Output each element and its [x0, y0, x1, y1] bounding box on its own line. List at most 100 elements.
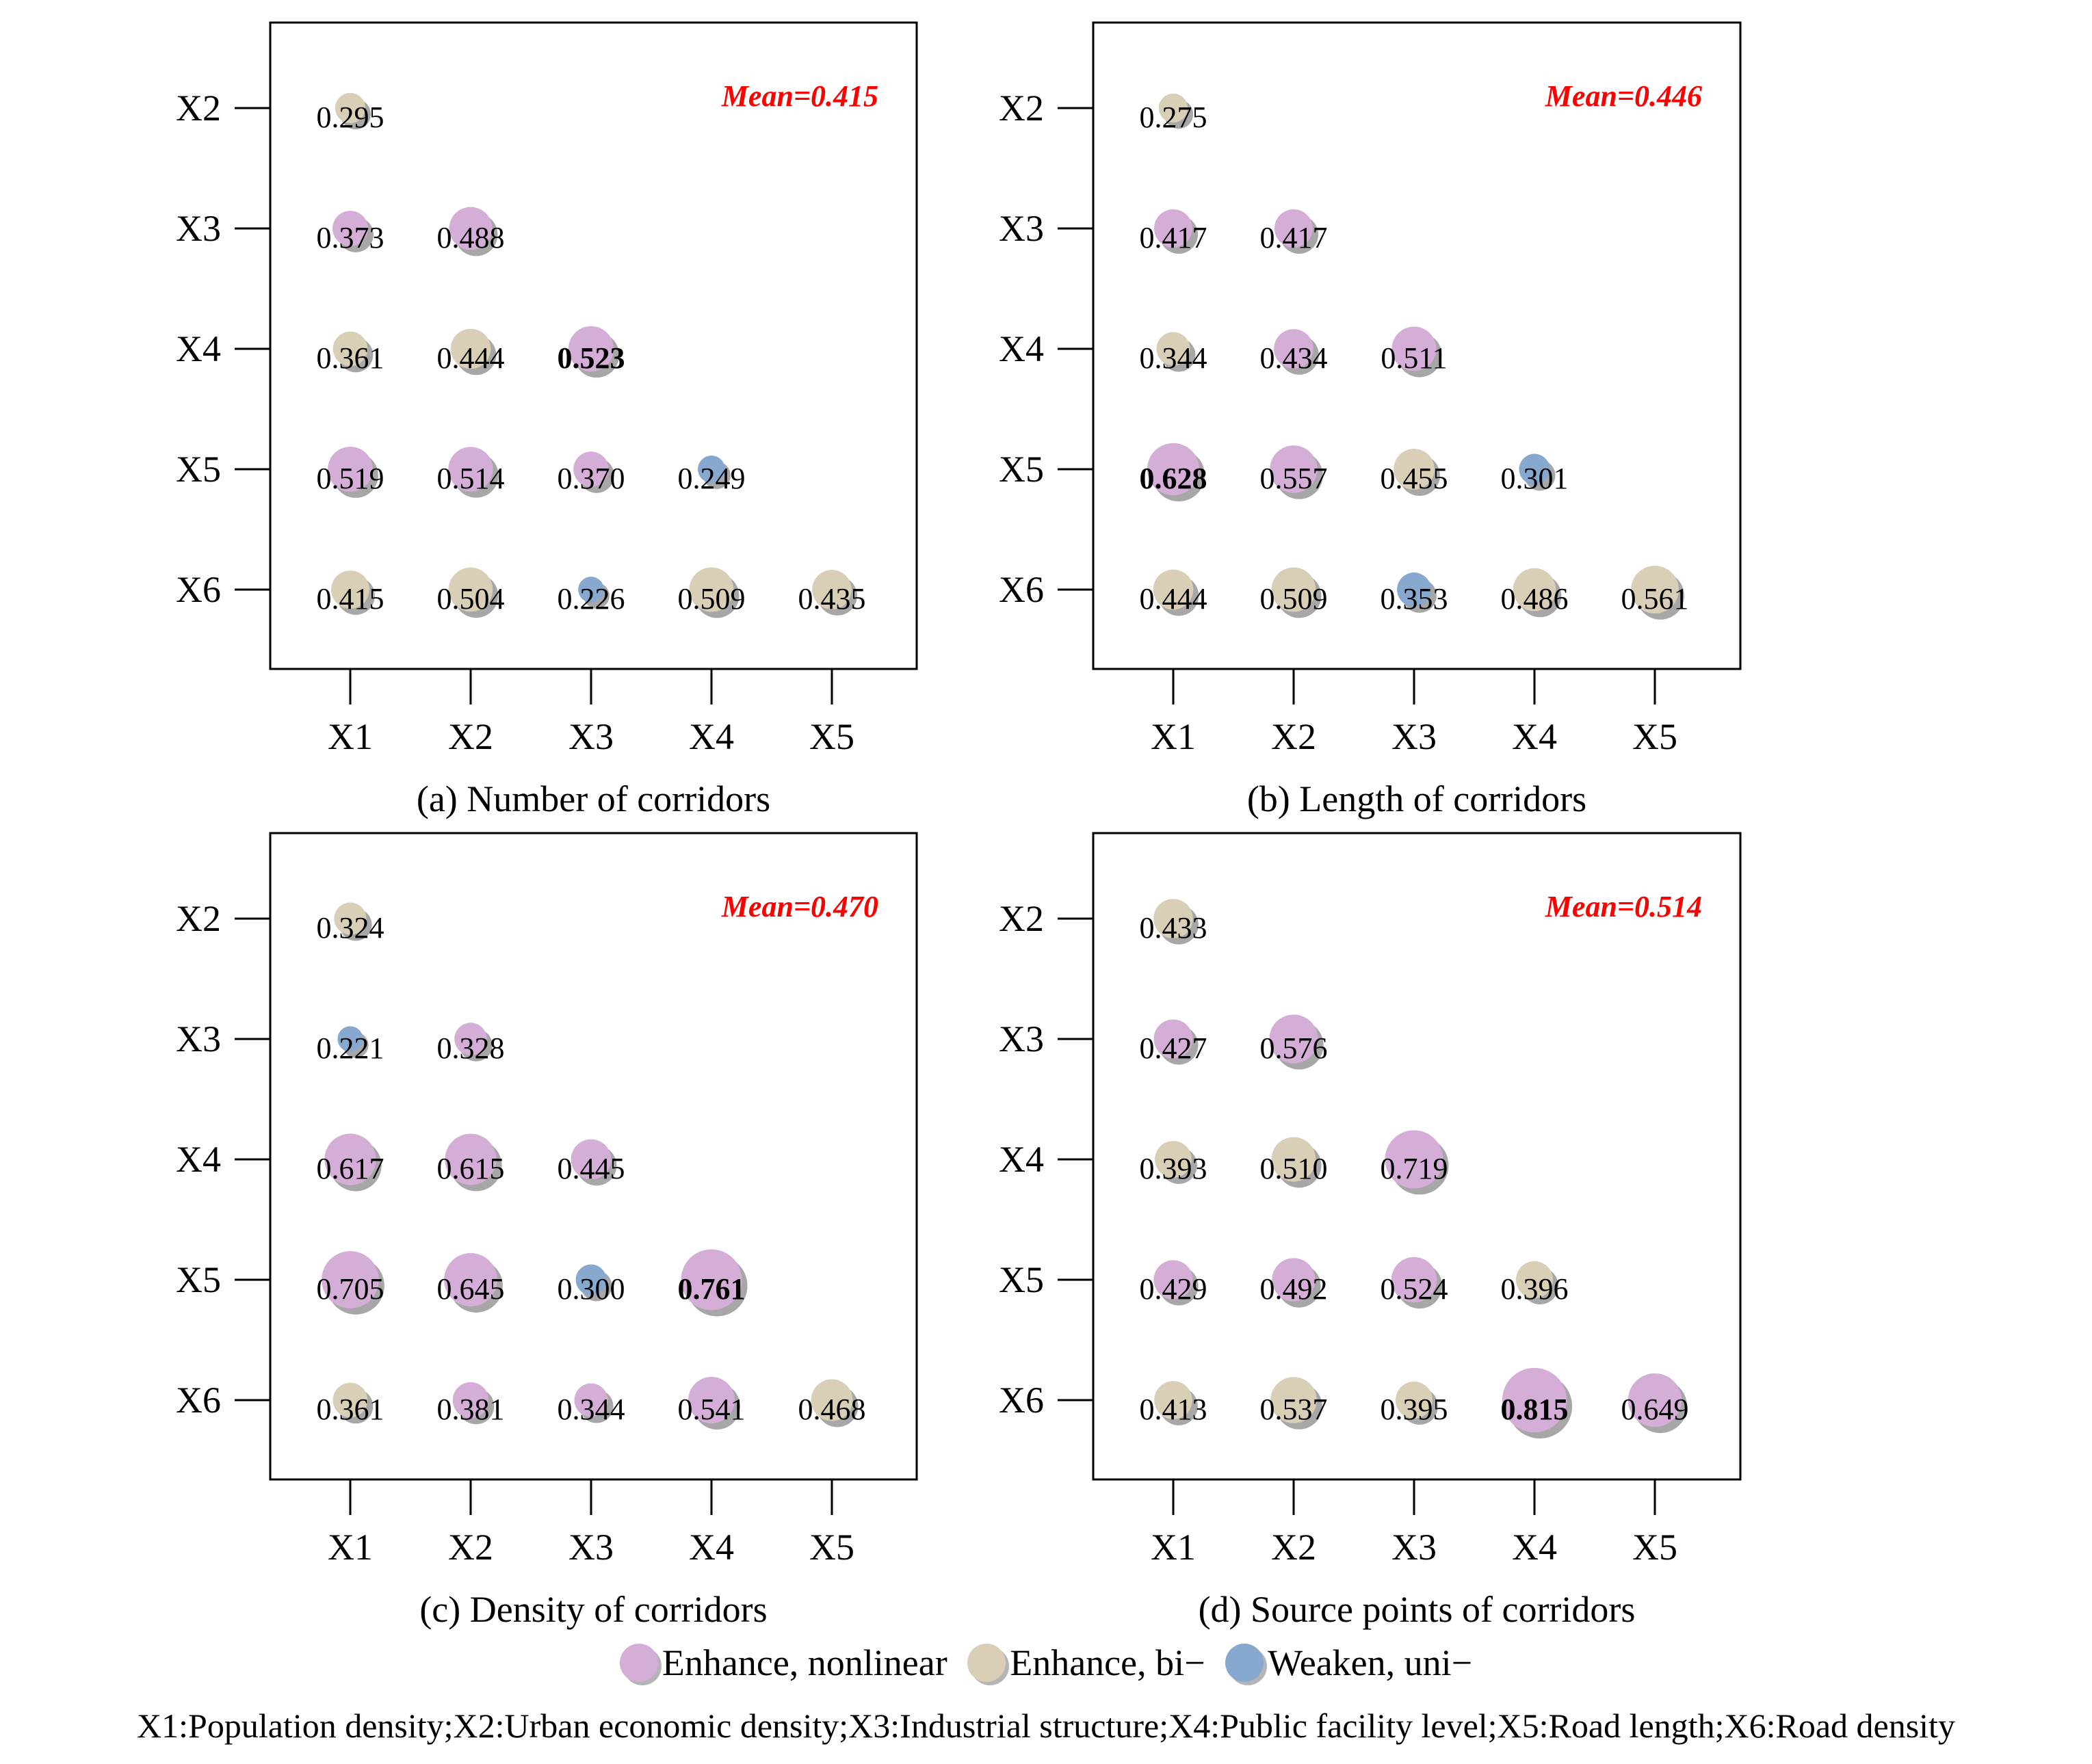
- data-label: 0.226: [558, 582, 625, 616]
- data-point: [575, 1264, 607, 1295]
- y-tick-label: X5: [999, 449, 1044, 490]
- y-tick-label: X6: [176, 1380, 221, 1421]
- data-point: [1271, 567, 1316, 612]
- data-label: 0.719: [1381, 1152, 1448, 1185]
- data-label: 0.353: [1381, 582, 1448, 616]
- data-label: 0.415: [317, 582, 384, 616]
- data-label: 0.396: [1501, 1272, 1569, 1306]
- data-point: [450, 328, 491, 369]
- data-label: 0.381: [437, 1393, 505, 1426]
- data-point: [1502, 1367, 1567, 1433]
- data-label: 0.492: [1260, 1272, 1328, 1306]
- panel-a: X2 X3 X4 X5 X6 X1 X2 X3 X4 X5 Mean=0.415 0.295 0.373…: [176, 21, 918, 819]
- legend-nonlinear-label: Enhance, nonlinear: [662, 1642, 947, 1683]
- data-point: [571, 1139, 612, 1180]
- x-tick-label: X5: [809, 1527, 854, 1568]
- data-point: [1627, 1373, 1682, 1427]
- data-label: 0.361: [317, 341, 384, 375]
- data-label: 0.328: [437, 1031, 505, 1065]
- y-tick-label: X2: [999, 88, 1044, 129]
- data-label: 0.488: [437, 221, 505, 254]
- x-tick-label: X3: [1391, 716, 1437, 757]
- data-label: 0.617: [317, 1152, 384, 1185]
- data-point: [1270, 1377, 1317, 1423]
- data-label: 0.435: [798, 582, 866, 616]
- data-label: 0.468: [798, 1393, 866, 1426]
- legend-nonlinear-marker: [619, 1644, 658, 1682]
- data-point: [1156, 332, 1190, 366]
- y-tick-label: X4: [176, 328, 221, 369]
- data-point: [1274, 329, 1313, 369]
- data-label: 0.514: [437, 462, 505, 495]
- data-point: [1396, 1382, 1433, 1419]
- plot-frame: [269, 832, 918, 1481]
- mean-annotation: Mean=0.415: [721, 79, 878, 113]
- data-label: 0.373: [317, 221, 384, 254]
- legend-bi-marker: [967, 1644, 1006, 1682]
- data-point: [1269, 1014, 1318, 1064]
- data-point: [444, 1253, 497, 1306]
- data-label: 0.275: [1140, 101, 1207, 134]
- data-point: [1153, 899, 1193, 938]
- panel-caption: (c) Density of corridors: [419, 1589, 767, 1630]
- x-tick-label: X4: [1512, 1527, 1557, 1568]
- legend: Enhance, nonlinear Enhance, bi− Weaken, …: [0, 1642, 2092, 1684]
- data-label: 0.295: [317, 101, 384, 134]
- y-tick-label: X5: [176, 449, 221, 490]
- data-point: [1397, 572, 1431, 607]
- panel-caption: (d) Source points of corridors: [1199, 1589, 1636, 1630]
- data-label: 0.486: [1501, 582, 1569, 616]
- y-tick-label: X3: [176, 1018, 221, 1059]
- y-tick-label: X2: [999, 898, 1044, 939]
- data-label: 0.361: [317, 1393, 384, 1426]
- data-label: 0.541: [678, 1393, 746, 1426]
- x-tick-label: X5: [1632, 716, 1677, 757]
- panel-caption: (b) Length of corridors: [1247, 778, 1586, 819]
- legend-weaken: Weaken, uni−: [1225, 1642, 1472, 1684]
- data-point: [1631, 566, 1679, 614]
- y-tick-label: X5: [176, 1259, 221, 1300]
- data-point: [574, 1383, 608, 1417]
- data-point: [328, 447, 373, 492]
- x-tick-label: X1: [1151, 716, 1196, 757]
- data-point: [1385, 1130, 1443, 1189]
- data-label: 0.510: [1260, 1152, 1328, 1185]
- data-point: [1158, 93, 1188, 123]
- x-tick-label: X2: [1271, 1527, 1316, 1568]
- data-point: [1147, 443, 1200, 496]
- data-label: 0.249: [678, 462, 746, 495]
- data-point: [1271, 1137, 1316, 1182]
- data-point: [573, 451, 609, 487]
- x-tick-label: X5: [809, 716, 854, 757]
- mean-annotation: Mean=0.470: [721, 890, 878, 923]
- data-point: [1153, 569, 1194, 610]
- data-label: 0.523: [558, 341, 625, 375]
- x-tick-label: X3: [568, 1527, 614, 1568]
- panel-d: X2 X3 X4 X5 X6 X1 X2 X3 X4 X5 Mean=0.514 0.433 0.427…: [999, 832, 1742, 1630]
- data-label: 0.433: [1140, 911, 1207, 945]
- data-label: 0.370: [558, 462, 625, 495]
- data-point: [1272, 1258, 1316, 1302]
- data-point: [1153, 1260, 1193, 1300]
- data-label: 0.509: [1260, 582, 1328, 616]
- x-tick-label: X4: [689, 1527, 734, 1568]
- data-label: 0.645: [437, 1272, 505, 1306]
- y-tick-label: X4: [999, 1139, 1044, 1180]
- data-label: 0.519: [317, 462, 384, 495]
- data-label: 0.537: [1260, 1393, 1328, 1426]
- data-label: 0.511: [1381, 341, 1447, 375]
- data-point: [335, 92, 366, 124]
- data-point: [811, 1379, 853, 1421]
- data-point: [449, 207, 493, 250]
- y-tick-label: X2: [176, 88, 221, 129]
- x-tick-label: X3: [1391, 1527, 1437, 1568]
- data-point: [331, 570, 369, 609]
- y-tick-label: X6: [176, 569, 221, 610]
- y-tick-label: X2: [176, 898, 221, 939]
- x-tick-label: X1: [328, 1527, 373, 1568]
- data-point: [1274, 209, 1313, 248]
- data-point: [688, 1377, 735, 1423]
- data-point: [1515, 1261, 1554, 1299]
- data-point: [332, 331, 368, 367]
